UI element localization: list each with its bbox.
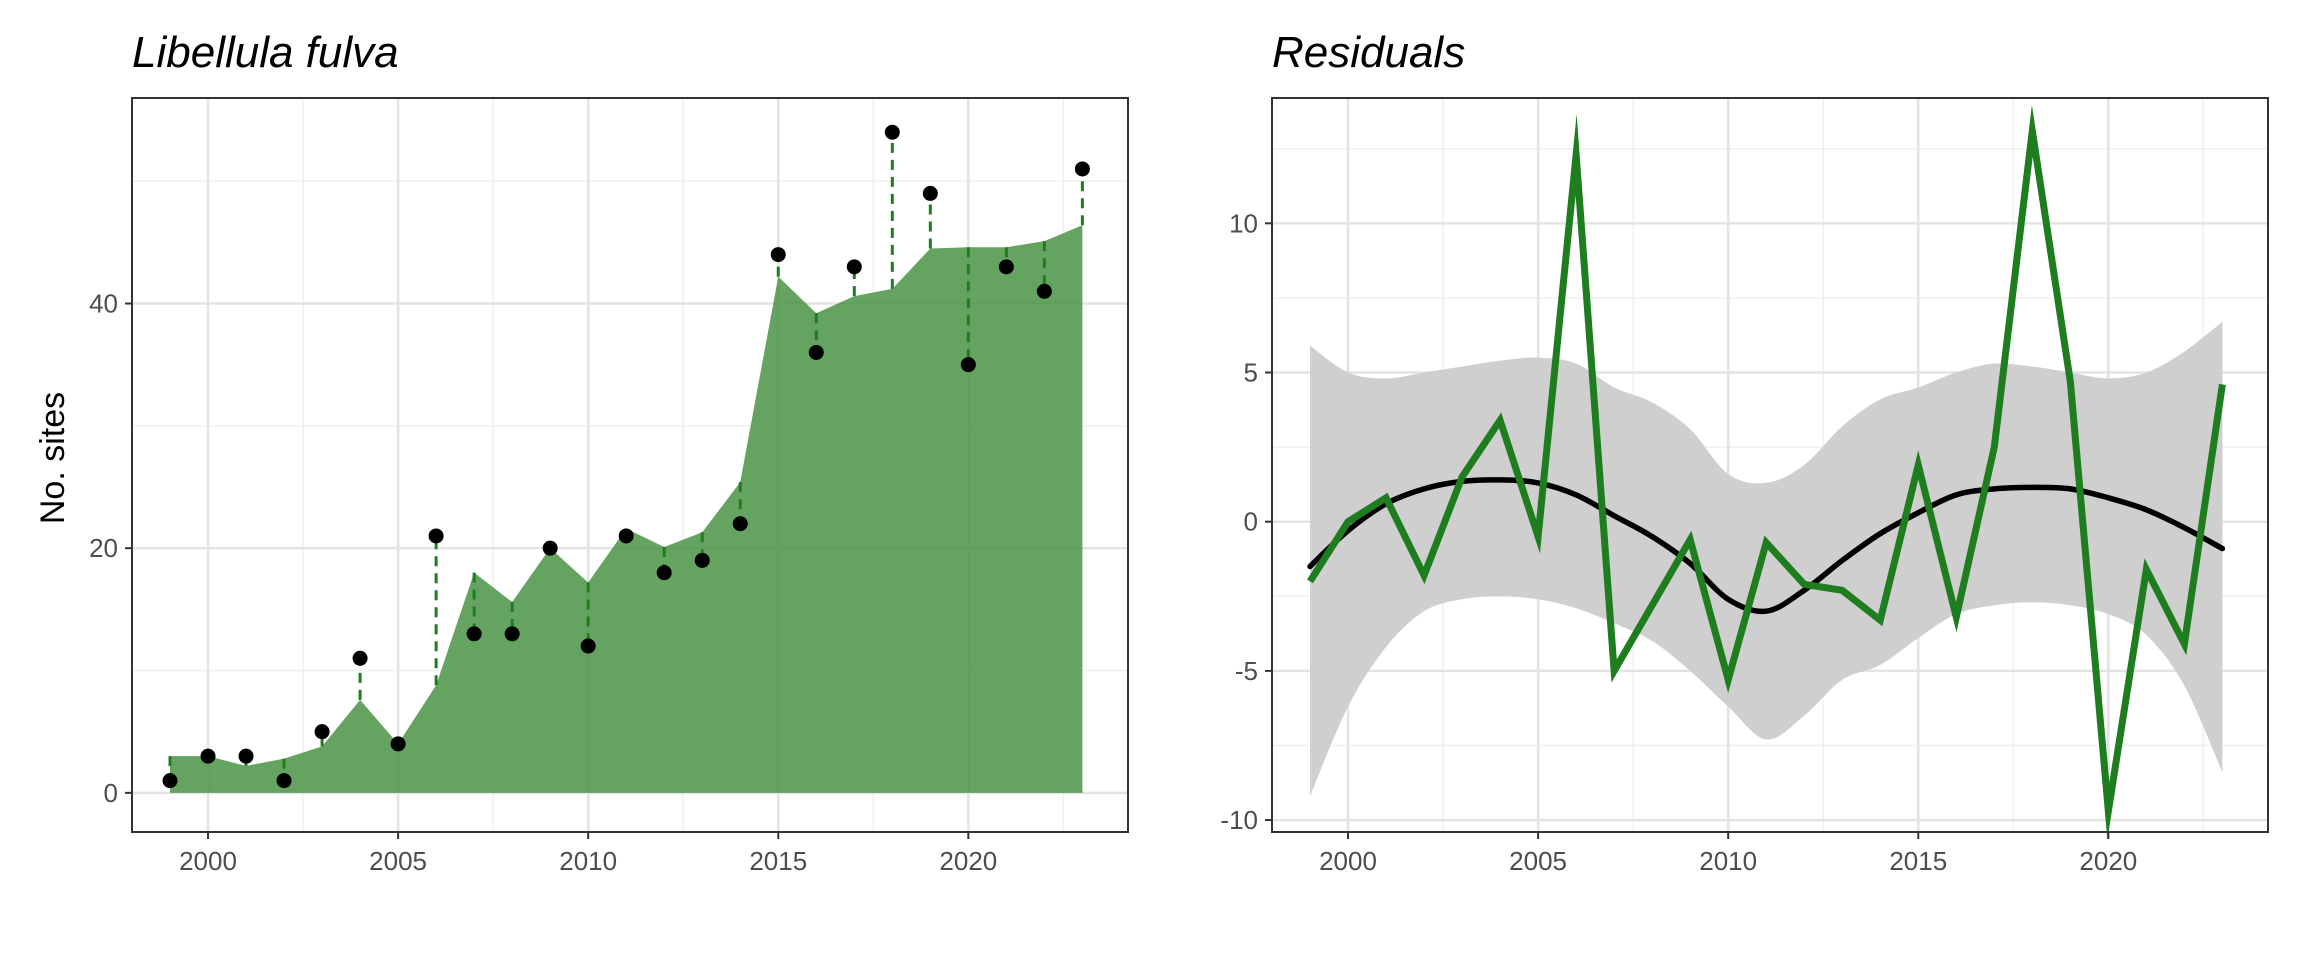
- observed-point: [808, 344, 824, 360]
- observed-point: [846, 259, 862, 275]
- observed-point: [770, 247, 786, 263]
- panel-border: [1271, 97, 2269, 833]
- observed-point: [732, 516, 748, 532]
- y-tick-label: -10: [1220, 805, 1258, 835]
- x-tick-label: 2000: [179, 846, 237, 876]
- x-tick-label: 2020: [939, 846, 997, 876]
- observed-point: [960, 357, 976, 373]
- observed-point: [694, 552, 710, 568]
- fitted-area: [170, 225, 1083, 793]
- observed-point: [1036, 283, 1052, 299]
- y-axis-label: No. sites: [34, 392, 72, 524]
- observed-point: [428, 528, 444, 544]
- panel-border: [131, 97, 1129, 833]
- right-panel: 2000 2005 2010 2015 2020 -10 -5 0 5 10: [1220, 97, 2269, 876]
- x-tick-label: 2010: [559, 846, 617, 876]
- observed-point: [314, 724, 330, 740]
- x-tick-label: 2010: [1699, 846, 1757, 876]
- observed-point: [884, 124, 900, 140]
- y-tick-label: 0: [104, 778, 118, 808]
- y-tick-label: 20: [89, 533, 118, 563]
- residual-line: [1307, 104, 2226, 840]
- observed-point: [162, 773, 178, 789]
- y-tick-label: 5: [1244, 358, 1258, 388]
- x-tick-label: 2015: [1889, 846, 1947, 876]
- right-panel-title: Residuals: [1272, 28, 1466, 77]
- observed-point: [922, 185, 938, 201]
- x-tick-label: 2000: [1319, 846, 1377, 876]
- y-tick-label: 10: [1229, 208, 1258, 238]
- observed-point: [504, 626, 520, 642]
- observed-point: [390, 736, 406, 752]
- observed-point: [352, 650, 368, 666]
- observed-point: [542, 540, 558, 556]
- left-panel: 2000 2005 2010 2015 2020 0 20 40: [89, 97, 1129, 876]
- x-tick-label: 2005: [1509, 846, 1567, 876]
- left-panel-title: Libellula fulva: [132, 28, 399, 77]
- observed-point: [238, 748, 254, 764]
- y-tick-label: 0: [1244, 507, 1258, 537]
- x-tick-label: 2015: [749, 846, 807, 876]
- observed-point: [276, 773, 292, 789]
- observed-point: [200, 748, 216, 764]
- observed-point: [1074, 161, 1090, 177]
- x-tick-label: 2005: [369, 846, 427, 876]
- observed-point: [656, 565, 672, 581]
- observed-point: [580, 638, 596, 654]
- y-tick-label: -5: [1235, 656, 1258, 686]
- observed-points: [162, 124, 1090, 789]
- observed-point: [466, 626, 482, 642]
- x-tick-label: 2020: [2079, 846, 2137, 876]
- observed-point: [998, 259, 1014, 275]
- y-tick-label: 40: [89, 289, 118, 319]
- observed-point: [618, 528, 634, 544]
